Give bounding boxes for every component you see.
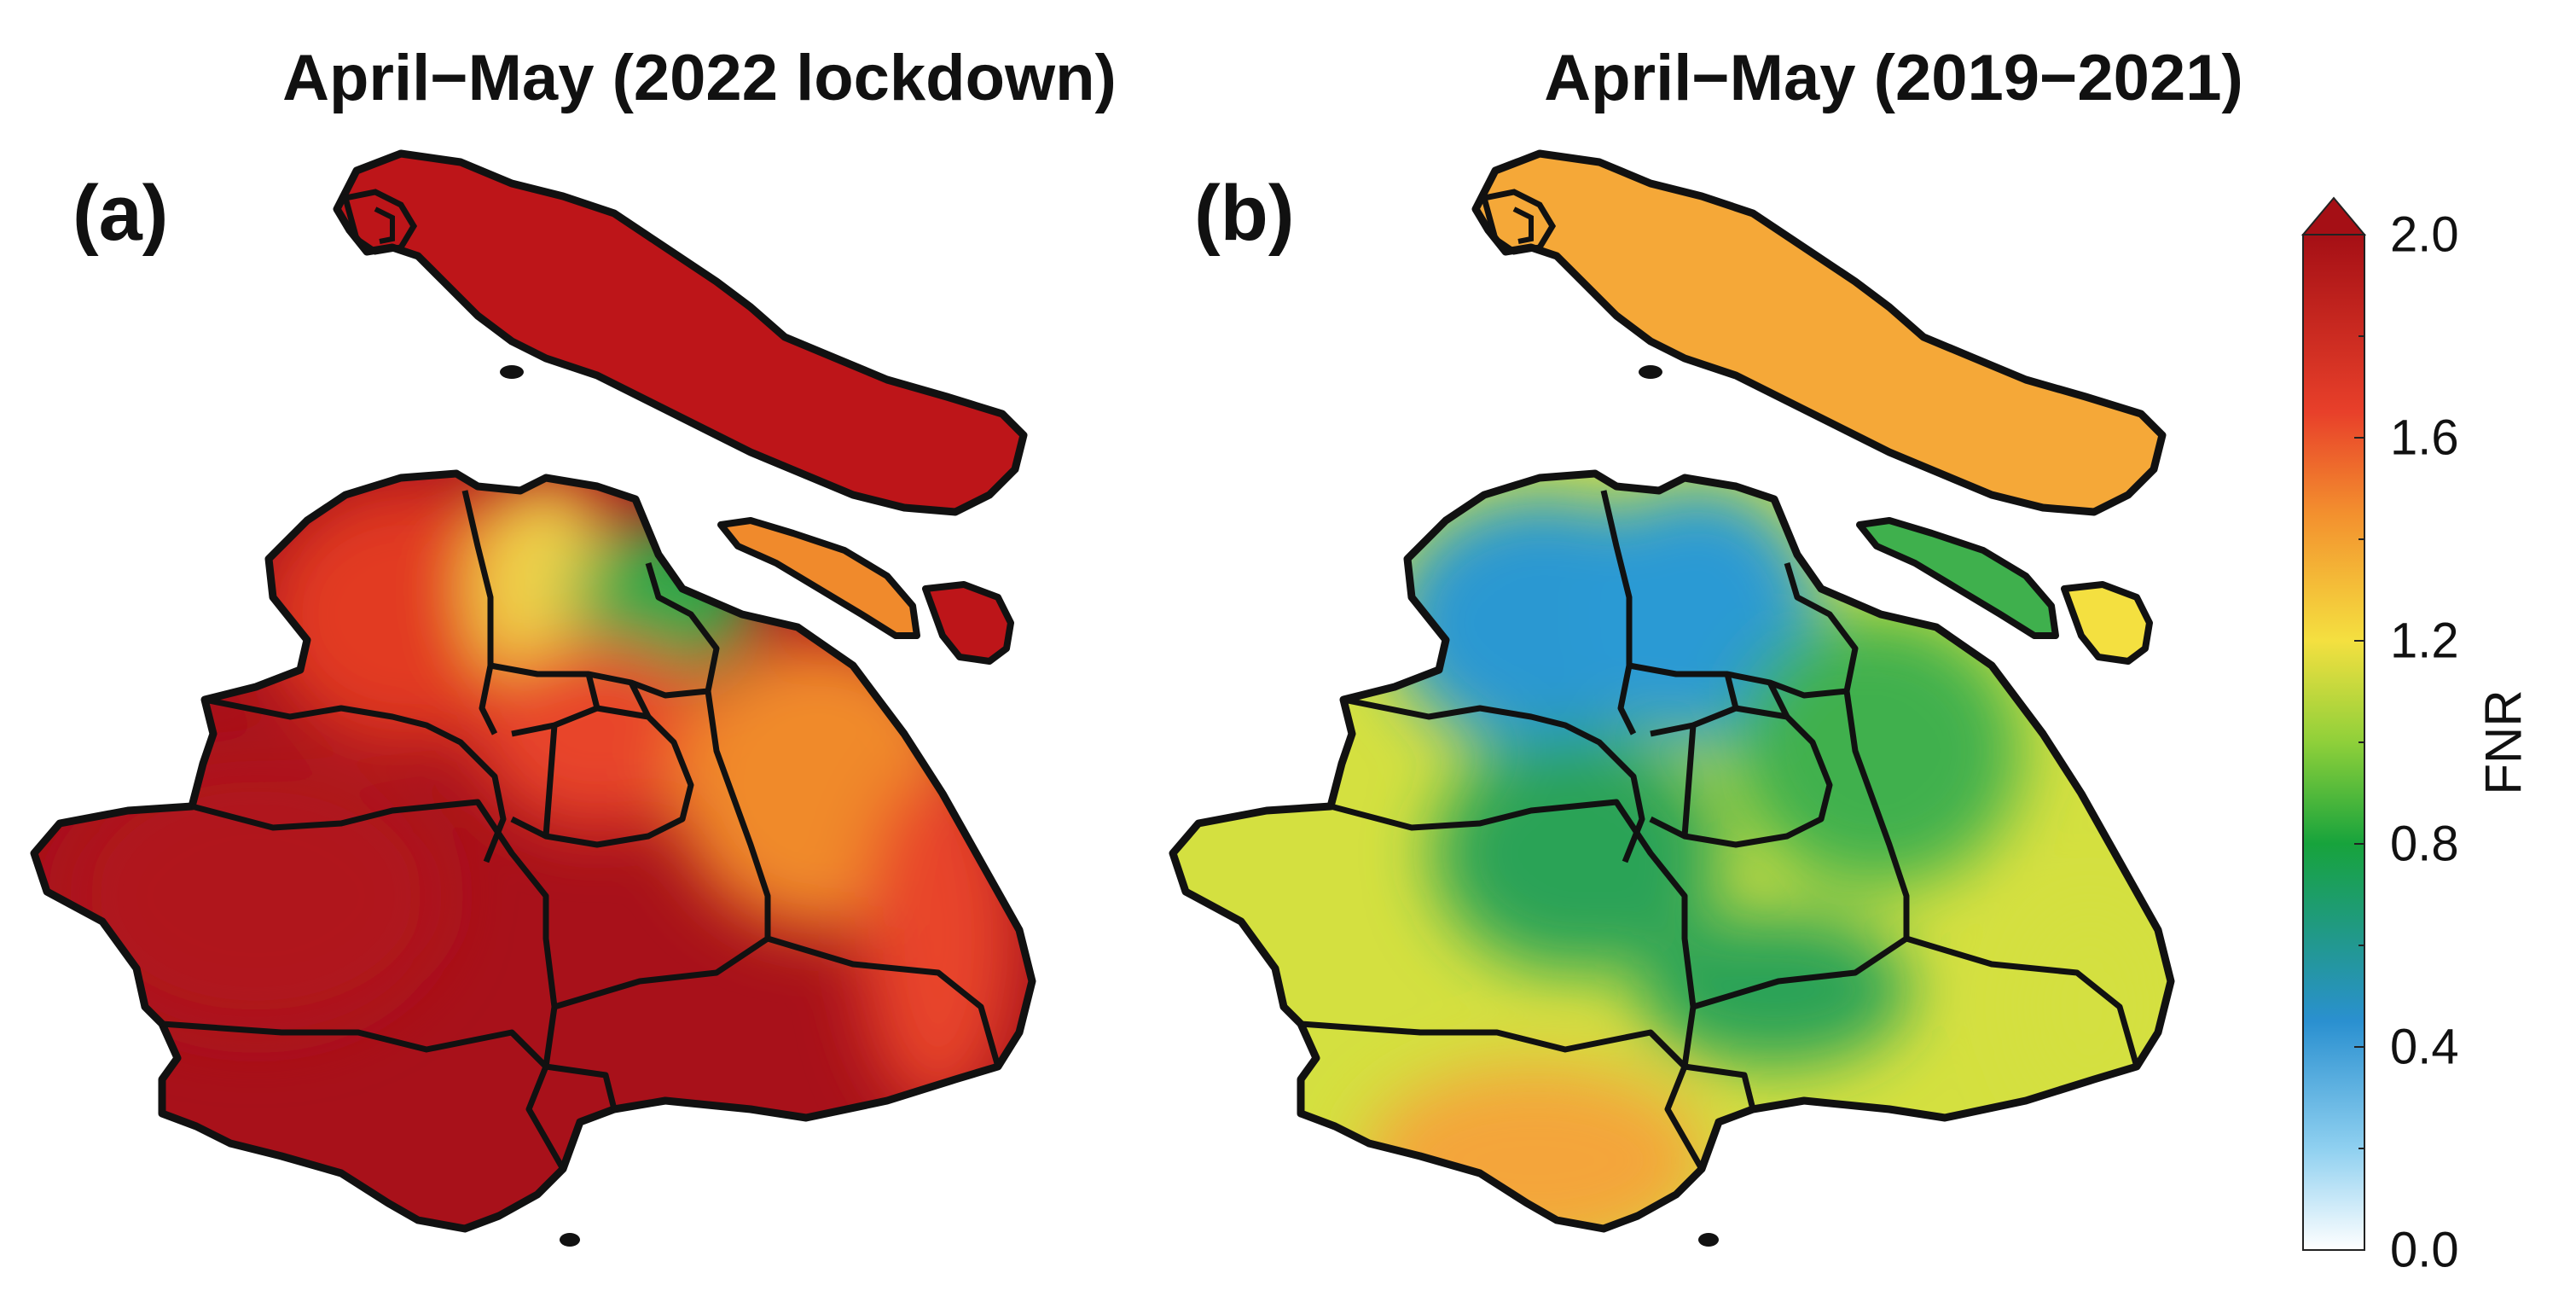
panel-b-coastline	[1169, 469, 2175, 1233]
panel-b-changxing-island	[1856, 517, 2059, 639]
colorbar-bar	[2302, 234, 2365, 1251]
colorbar-tick-label: 0.0	[2390, 1222, 2459, 1278]
panel-a-island-inner-boundary	[341, 189, 418, 255]
panel-a-islet-2	[560, 1233, 580, 1247]
panel-a-chongming-island	[333, 149, 1028, 516]
panel-b-map	[1169, 149, 2175, 1247]
panel-b-island-inner-boundary	[1480, 189, 1557, 255]
panel-a-map	[30, 149, 1036, 1247]
colorbar-ticks	[2354, 234, 2364, 1251]
panel-b-island-inner-boundary-2	[1512, 206, 1534, 244]
panel-a-title: April−May (2022 lockdown)	[282, 42, 1117, 114]
panel-a-hengsha-island	[922, 581, 1014, 665]
panel-a-label: (a)	[73, 170, 169, 257]
colorbar-tick-label: 0.8	[2390, 816, 2459, 872]
panel-a-island-inner-boundary-2	[374, 206, 395, 244]
colorbar-extend-arrow	[2300, 196, 2367, 235]
panel-b-hengsha-island	[2061, 581, 2153, 665]
panel-b-islet-2	[1698, 1233, 1719, 1247]
panel-b-districts	[1300, 490, 2140, 1171]
colorbar-tick-label: 0.4	[2390, 1019, 2459, 1075]
panel-b-label: (b)	[1194, 170, 1295, 257]
colorbar-title: FNR	[2474, 689, 2532, 795]
panel-a-changxing-island	[717, 517, 920, 639]
colorbar	[2300, 196, 2367, 1251]
panel-b-chongming-island	[1471, 149, 2167, 516]
colorbar-tick-label: 2.0	[2390, 206, 2459, 263]
panel-a-districts	[161, 490, 1001, 1171]
panel-b-islet-1	[1639, 365, 1662, 379]
colorbar-tick-label: 1.6	[2390, 410, 2459, 466]
panel-b-title: April−May (2019−2021)	[1544, 42, 2243, 114]
colorbar-tick-label: 1.2	[2390, 613, 2459, 669]
panel-a-coastline	[30, 469, 1036, 1233]
panel-a-islet-1	[500, 365, 524, 379]
